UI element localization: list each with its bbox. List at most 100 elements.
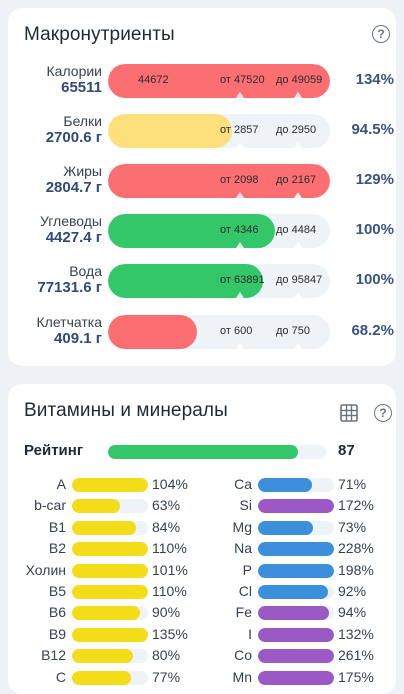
nutrient-bar-fill bbox=[72, 499, 120, 514]
macro-row: Углеводы 4427.4 г от 4346 до 4484 100% bbox=[8, 213, 396, 253]
nutrient-bar-fill bbox=[72, 542, 148, 557]
macro-bar-fill bbox=[108, 114, 232, 148]
range-from-marker bbox=[236, 292, 244, 298]
nutrient-bar-fill bbox=[72, 606, 140, 621]
macro-range-to: до 4484 bbox=[276, 224, 317, 236]
nutrient-percent: 132% bbox=[338, 625, 374, 642]
macro-range-from: от 600 bbox=[220, 325, 253, 337]
nutrient-item: Mg 73% bbox=[194, 519, 384, 537]
nutrient-item: A 104% bbox=[8, 476, 198, 494]
table-icon[interactable] bbox=[340, 404, 358, 422]
nutrient-percent: 198% bbox=[338, 561, 374, 578]
nutrient-percent: 261% bbox=[338, 647, 374, 664]
nutrient-bar bbox=[72, 499, 148, 514]
nutrient-name: Холин bbox=[25, 561, 66, 578]
nutrient-percent: 77% bbox=[152, 668, 181, 685]
macro-range-from: от 47520 bbox=[220, 74, 265, 86]
macro-row: Жиры 2804.7 г от 2098 до 2167 129% bbox=[8, 163, 396, 203]
nutrient-item: Co 261% bbox=[194, 647, 384, 665]
nutrient-item: b-car 63% bbox=[8, 497, 198, 515]
nutrient-item: B12 80% bbox=[8, 647, 198, 665]
nutrient-item: P 198% bbox=[194, 562, 384, 580]
nutrient-item: I 132% bbox=[194, 626, 384, 644]
nutrient-bar-fill bbox=[258, 627, 334, 642]
nutrient-name: Mn bbox=[232, 668, 252, 685]
nutrient-percent: 90% bbox=[152, 604, 181, 621]
nutrient-bar bbox=[72, 563, 148, 578]
nutrient-name: Na bbox=[234, 540, 252, 557]
macro-row: Вода 77131.6 г от 63891 до 95847 100% bbox=[8, 263, 396, 303]
macro-label: Жиры bbox=[63, 163, 102, 179]
rating-bar-fill bbox=[108, 445, 298, 459]
range-from-marker bbox=[236, 142, 244, 148]
range-from-marker bbox=[236, 192, 244, 198]
nutrient-bar bbox=[72, 585, 148, 599]
nutrient-percent: 92% bbox=[338, 583, 367, 599]
macro-bar-fill bbox=[108, 164, 330, 198]
nutrient-bar-fill bbox=[258, 670, 334, 685]
nutrient-percent: 110% bbox=[152, 583, 187, 599]
nutrient-name: A bbox=[56, 476, 66, 492]
nutrient-bar-fill bbox=[258, 542, 334, 557]
macronutrients-title: Макронутриенты bbox=[24, 24, 175, 45]
macro-bar: от 2857 до 2950 bbox=[108, 114, 330, 148]
nutrient-name: B12 bbox=[41, 647, 66, 664]
vitamins-card: Витамины и минералы ? Рейтинг 87 A 104% … bbox=[8, 384, 396, 694]
nutrient-item: B2 110% bbox=[8, 540, 198, 558]
nutrient-bar bbox=[258, 606, 334, 621]
nutrient-bar-fill bbox=[72, 627, 148, 642]
macro-bar: 44672 от 47520 до 49059 bbox=[108, 64, 330, 98]
nutrient-bar bbox=[72, 627, 148, 642]
macro-value: 77131.6 г bbox=[37, 279, 102, 296]
macro-label: Калории bbox=[46, 63, 102, 79]
nutrient-bar bbox=[258, 478, 334, 492]
rating-bar bbox=[108, 445, 326, 459]
question-circle-icon[interactable]: ? bbox=[374, 404, 392, 422]
nutrient-percent: 73% bbox=[338, 518, 367, 535]
nutrient-bar-fill bbox=[72, 670, 131, 685]
question-circle-icon[interactable]: ? bbox=[372, 25, 390, 43]
macro-bar: от 2098 до 2167 bbox=[108, 164, 330, 198]
nutrient-name: b-car bbox=[34, 497, 66, 514]
nutrient-percent: 135% bbox=[152, 625, 188, 642]
nutrient-bar-fill bbox=[258, 585, 328, 599]
range-to-marker bbox=[294, 142, 302, 148]
macro-value: 4427.4 г bbox=[45, 229, 102, 246]
nutrient-bar bbox=[258, 585, 334, 599]
macro-bar-fill bbox=[108, 214, 275, 248]
nutrient-name: I bbox=[248, 625, 252, 642]
macro-range-from: от 63891 bbox=[220, 274, 265, 286]
nutrient-percent: 63% bbox=[152, 497, 181, 514]
nutrient-bar-fill bbox=[258, 563, 334, 578]
rating-label: Рейтинг bbox=[24, 442, 84, 459]
macro-label: Углеводы bbox=[39, 213, 102, 229]
nutrient-bar-fill bbox=[72, 520, 136, 535]
nutrient-name: B6 bbox=[48, 604, 66, 621]
nutrient-bar bbox=[72, 520, 148, 535]
nutrient-bar bbox=[258, 499, 334, 514]
macro-range-from: от 2098 bbox=[220, 174, 259, 186]
macro-percent: 100% bbox=[355, 271, 394, 288]
macro-label: Клетчатка bbox=[36, 314, 102, 330]
nutrient-percent: 228% bbox=[338, 540, 374, 557]
vitamins-title: Витамины и минералы bbox=[24, 400, 228, 421]
macronutrients-card: Макронутриенты ? Калории 65511 44672 от … bbox=[8, 8, 396, 366]
macro-value: 409.1 г bbox=[54, 330, 102, 347]
nutrient-name: P bbox=[242, 561, 252, 578]
nutrient-name: Si bbox=[239, 497, 252, 514]
nutrient-percent: 110% bbox=[152, 540, 187, 557]
macro-row: Клетчатка 409.1 г от 600 до 750 68.2% bbox=[8, 314, 396, 354]
nutrient-name: B9 bbox=[48, 625, 66, 642]
macro-row: Белки 2700.6 г от 2857 до 2950 94.5% bbox=[8, 113, 396, 153]
rating-value: 87 bbox=[338, 442, 355, 459]
nutrient-item: B9 135% bbox=[8, 626, 198, 644]
nutrient-bar bbox=[258, 649, 334, 664]
nutrient-name: B1 bbox=[48, 518, 66, 535]
nutrient-bar-fill bbox=[258, 478, 312, 492]
macro-label: Белки bbox=[63, 113, 102, 129]
macro-percent: 129% bbox=[355, 171, 394, 188]
macro-percent: 100% bbox=[355, 221, 394, 238]
nutrient-item: B1 84% bbox=[8, 519, 198, 537]
macro-range-to: до 95847 bbox=[276, 274, 323, 286]
nutrient-percent: 101% bbox=[152, 561, 188, 578]
